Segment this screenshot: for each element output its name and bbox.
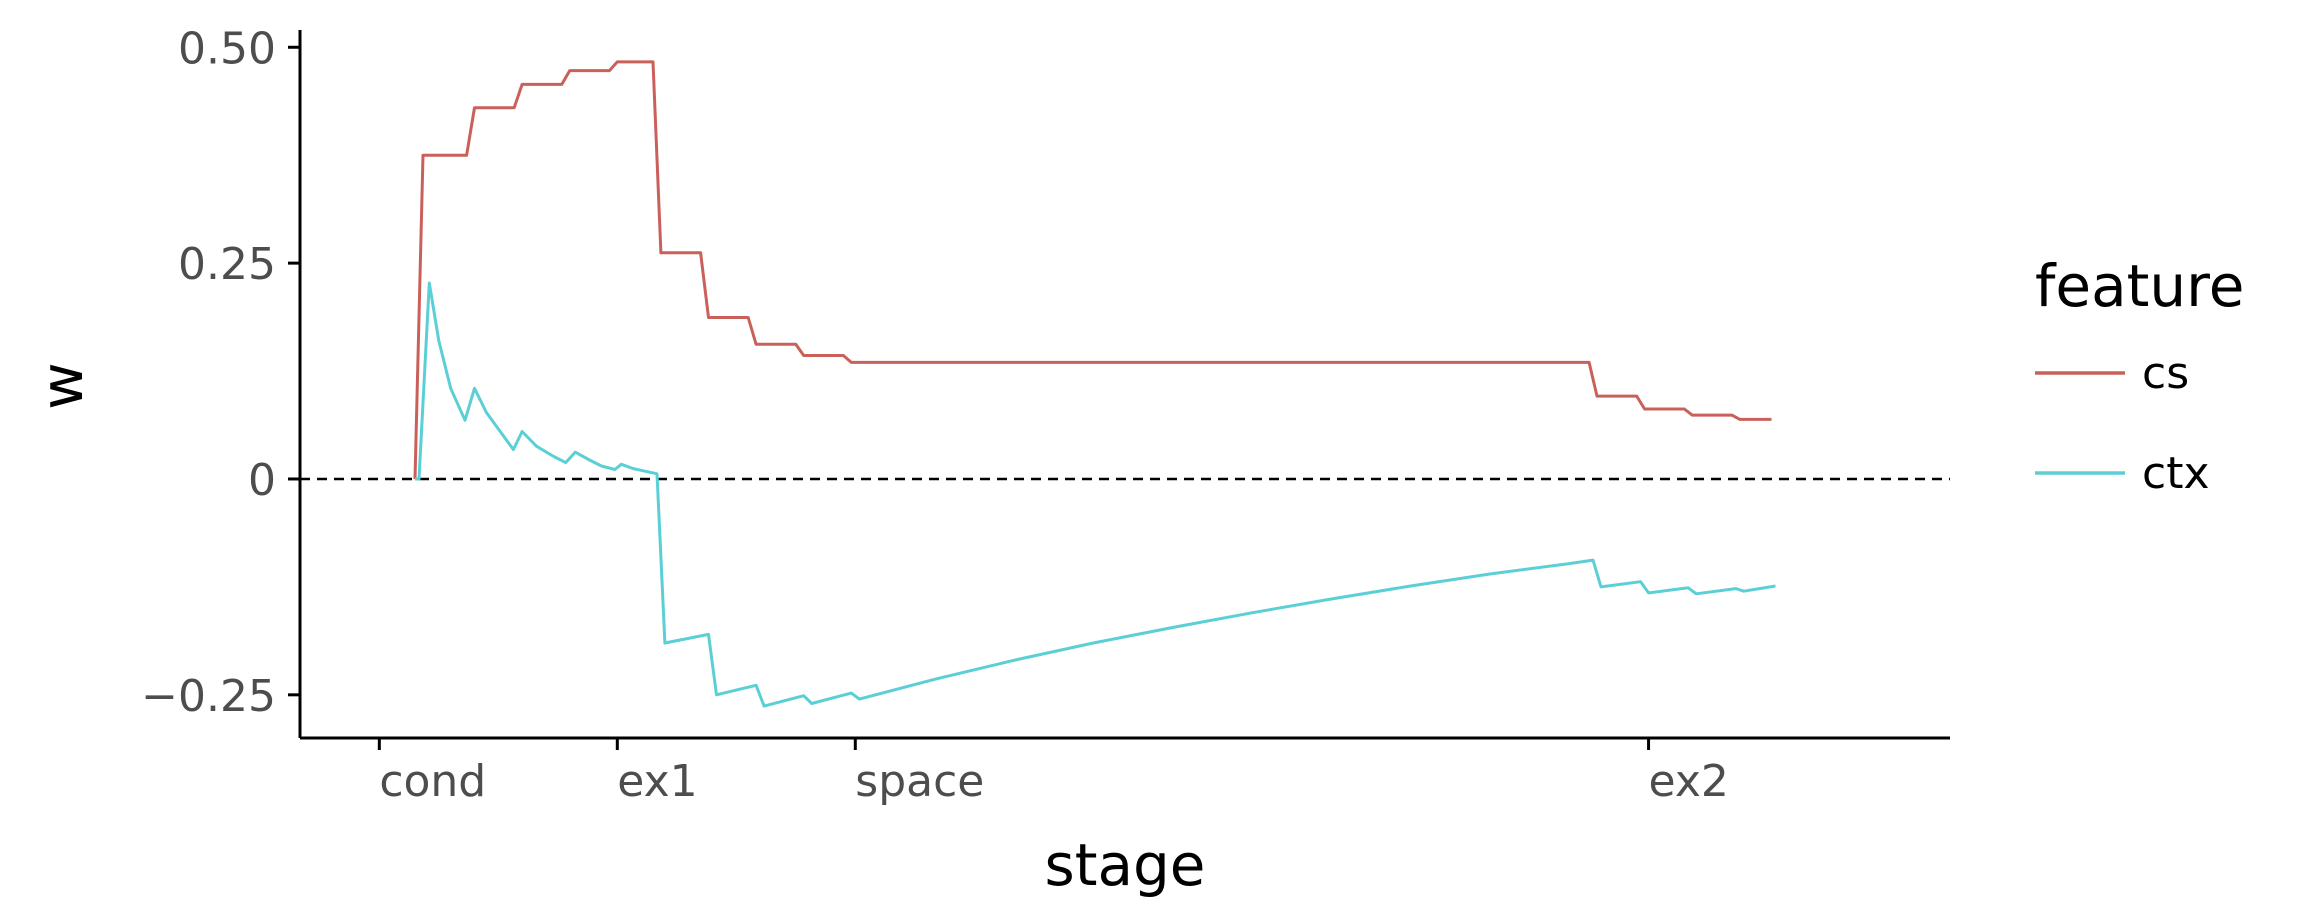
x-axis: cond ex1 space ex2 xyxy=(300,736,1950,807)
legend-title: feature xyxy=(2035,252,2244,320)
x-tick-label: space xyxy=(855,756,984,807)
y-axis: 0.50 0.25 0 −0.25 xyxy=(141,23,302,738)
x-tick-label: cond xyxy=(379,756,486,807)
y-tick-label: 0.25 xyxy=(178,239,276,290)
y-tick-label: 0 xyxy=(248,455,276,506)
x-tick-label: ex1 xyxy=(617,756,697,807)
y-tick-label: 0.50 xyxy=(178,23,276,74)
legend-label-cs: cs xyxy=(2142,348,2189,399)
legend-label-ctx: ctx xyxy=(2142,448,2209,499)
series-line-cs xyxy=(413,60,1772,480)
legend: feature cs ctx xyxy=(2035,252,2244,499)
x-tick-label: ex2 xyxy=(1649,756,1729,807)
y-axis-title: w xyxy=(28,362,96,409)
plot-area xyxy=(300,60,1950,708)
y-tick-label: −0.25 xyxy=(141,671,276,722)
x-axis-title: stage xyxy=(1044,831,1205,899)
series-line-ctx xyxy=(415,281,1776,708)
